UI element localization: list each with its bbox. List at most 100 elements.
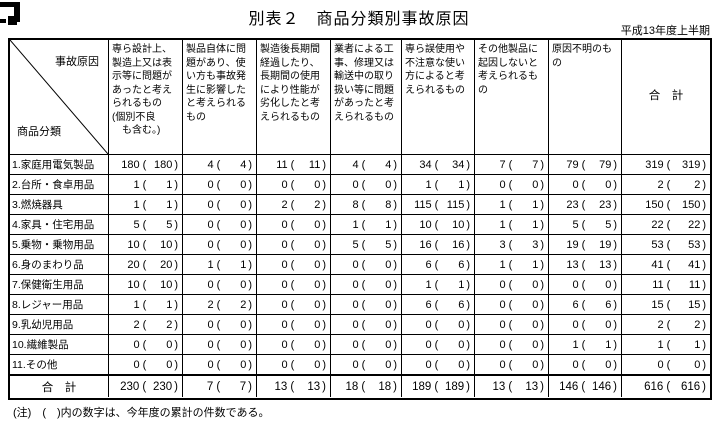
value-cell: 0(0) <box>183 315 257 334</box>
cumulative-value: 0 <box>314 278 321 291</box>
paren-open: ( <box>142 178 147 191</box>
cumulative-value: 146 <box>591 380 612 393</box>
paren-close: ) <box>393 158 397 171</box>
paren-open: ( <box>142 218 147 231</box>
cumulative-value: 79 <box>599 158 612 171</box>
cumulative-value: 616 <box>680 380 701 393</box>
paren-close: ) <box>702 238 706 251</box>
table-total-row: 合 計 230(230) 7(7) 13(13) 18(18) 189(189) 13(13… <box>10 375 710 397</box>
count-value: 13 <box>274 380 288 393</box>
paren-close: ) <box>322 358 326 371</box>
row-label: 合 計 <box>10 376 109 397</box>
cumulative-value: 1 <box>166 198 173 211</box>
paren-open: ( <box>142 258 147 271</box>
paren-open: ( <box>361 298 366 311</box>
value-cell: 13(13) <box>549 255 622 274</box>
paren-close: ) <box>466 298 470 311</box>
value-cell: 150(150) <box>622 195 710 214</box>
paren-open: ( <box>290 380 295 393</box>
cumulative-value: 1 <box>166 298 173 311</box>
paren-close: ) <box>540 198 544 211</box>
paren-close: ) <box>466 178 470 191</box>
paren-close: ) <box>322 258 326 271</box>
paren-open: ( <box>361 278 366 291</box>
value-cell: 13(13) <box>475 376 549 397</box>
cumulative-value: 16 <box>452 238 465 251</box>
cumulative-value: 0 <box>532 278 539 291</box>
value-cell: 0(0) <box>475 335 549 354</box>
paren-open: ( <box>666 338 671 351</box>
value-cell: 2(2) <box>622 175 710 194</box>
count-value: 2 <box>207 298 214 311</box>
paren-close: ) <box>174 178 178 191</box>
cumulative-value: 3 <box>532 238 539 251</box>
paren-close: ) <box>540 178 544 191</box>
cumulative-value: 0 <box>240 198 247 211</box>
cumulative-value: 5 <box>166 218 173 231</box>
value-cell: 0(0) <box>183 355 257 374</box>
paren-close: ) <box>393 178 397 191</box>
row-label: 1.家庭用電気製品 <box>10 155 109 174</box>
count-value: 0 <box>572 358 579 371</box>
paren-open: ( <box>361 338 366 351</box>
cumulative-value: 319 <box>681 158 701 171</box>
count-value: 1 <box>133 298 140 311</box>
count-value: 0 <box>207 218 214 231</box>
cumulative-value: 34 <box>452 158 465 171</box>
paren-close: ) <box>466 198 470 211</box>
value-cell: 0(0) <box>183 335 257 354</box>
count-value: 18 <box>345 380 359 393</box>
paren-close: ) <box>540 318 544 331</box>
paren-close: ) <box>702 158 706 171</box>
paren-open: ( <box>434 198 439 211</box>
paren-close: ) <box>248 358 252 371</box>
cumulative-value: 53 <box>688 238 701 251</box>
value-cell: 1(1) <box>475 195 549 214</box>
paren-open: ( <box>142 380 147 393</box>
value-cell: 5(5) <box>109 215 183 234</box>
paren-open: ( <box>666 158 671 171</box>
paren-close: ) <box>702 318 706 331</box>
cumulative-value: 2 <box>240 298 247 311</box>
value-cell: 0(0) <box>331 335 402 354</box>
paren-open: ( <box>216 278 221 291</box>
paren-open: ( <box>581 318 586 331</box>
value-cell: 0(0) <box>109 355 183 374</box>
count-value: 230 <box>120 380 140 393</box>
cumulative-value: 0 <box>532 338 539 351</box>
value-cell: 0(0) <box>257 215 331 234</box>
count-value: 0 <box>281 258 288 271</box>
paren-close: ) <box>466 218 470 231</box>
paren-close: ) <box>393 278 397 291</box>
count-value: 0 <box>657 358 664 371</box>
paren-open: ( <box>361 318 366 331</box>
count-value: 20 <box>127 258 140 271</box>
paren-open: ( <box>508 380 513 393</box>
paren-close: ) <box>613 298 617 311</box>
paren-open: ( <box>216 218 221 231</box>
paren-open: ( <box>508 198 513 211</box>
count-value: 0 <box>281 298 288 311</box>
value-cell: 189(189) <box>402 376 475 397</box>
paren-open: ( <box>434 218 439 231</box>
paren-close: ) <box>322 198 326 211</box>
value-cell: 18(18) <box>331 376 402 397</box>
count-value: 5 <box>352 238 359 251</box>
count-value: 0 <box>133 338 140 351</box>
paren-open: ( <box>361 178 366 191</box>
paren-close: ) <box>540 218 544 231</box>
count-value: 1 <box>207 258 214 271</box>
value-cell: 11(11) <box>257 155 331 174</box>
paren-open: ( <box>508 178 513 191</box>
paren-close: ) <box>248 338 252 351</box>
paren-open: ( <box>434 298 439 311</box>
cumulative-value: 0 <box>694 358 701 371</box>
paren-open: ( <box>361 238 366 251</box>
cumulative-value: 10 <box>160 238 173 251</box>
table-header-row: 事故原因 商品分類 専ら設計上、製造上又は表示等に問題があったと考えられるもの … <box>10 40 710 155</box>
cumulative-value: 0 <box>314 298 321 311</box>
count-value: 0 <box>352 178 359 191</box>
count-value: 1 <box>572 338 579 351</box>
count-value: 146 <box>559 380 579 393</box>
cumulative-value: 13 <box>599 258 612 271</box>
